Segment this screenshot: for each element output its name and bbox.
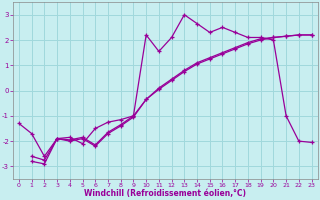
X-axis label: Windchill (Refroidissement éolien,°C): Windchill (Refroidissement éolien,°C) <box>84 189 246 198</box>
